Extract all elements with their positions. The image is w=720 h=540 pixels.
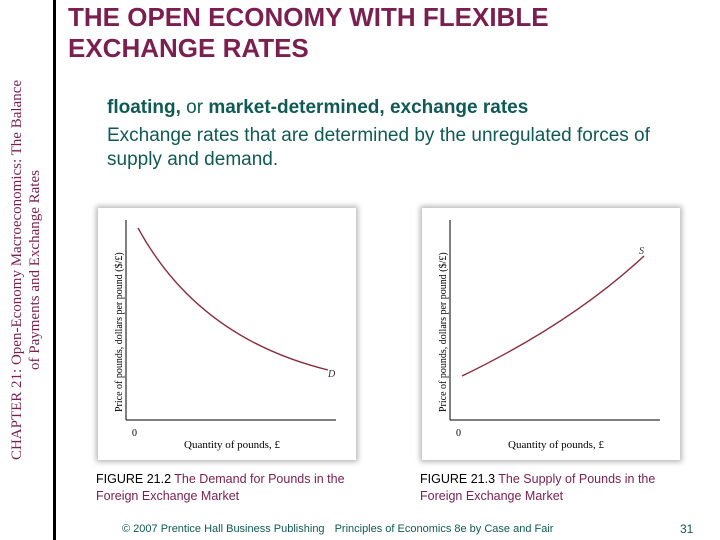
demand-curve-label: D [327,369,336,380]
sidebar-divider [53,0,56,540]
footer-copyright: © 2007 Prentice Hall Business Publishing [122,523,325,535]
demand-caption-number: FIGURE 21.2 [96,472,172,486]
demand-figure-caption: FIGURE 21.2 The Demand for Pounds in the… [96,471,361,505]
demand-figure: D 0 Quantity of pounds, £ Price of pound… [98,208,356,460]
demand-curve [137,227,329,371]
supply-figure: S 0 Quantity of pounds, £ Price of pound… [422,208,680,460]
supply-origin-label: 0 [456,428,461,439]
supply-curve-label: S [639,246,644,257]
term-floating: floating, [107,97,181,118]
supply-curve [461,255,645,377]
demand-y-axis-label: Price of pounds, dollars per pound ($/£) [114,252,125,412]
supply-caption-description: The Supply of Pounds in the Foreign Exch… [420,472,656,503]
chapter-title-line1: CHAPTER 21: Open-Economy Macroeconomics:… [9,79,25,461]
supply-caption-number: FIGURE 21.3 [420,472,496,486]
slide-title-line1: THE OPEN ECONOMY WITH FLEXIBLE [68,2,549,32]
demand-x-axis-label: Quantity of pounds, £ [184,439,280,451]
supply-graph: S 0 Quantity of pounds, £ Price of pound… [438,220,660,451]
term-market-determined: market-determined, exchange rates [208,97,529,118]
page-number: 31 [680,522,694,536]
definition-term: floating, or market-determined, exchange… [107,96,707,120]
footer-book-title: Principles of Economics 8e by Case and F… [334,523,554,535]
supply-y-axis-label: Price of pounds, dollars per pound ($/£) [438,252,449,412]
slide-title: THE OPEN ECONOMY WITH FLEXIBLE EXCHANGE … [68,2,708,64]
chapter-sidebar: CHAPTER 21: Open-Economy Macroeconomics:… [0,0,52,540]
demand-caption-description: The Demand for Pounds in the Foreign Exc… [96,472,345,503]
chapter-title-vertical: CHAPTER 21: Open-Economy Macroeconomics:… [8,10,44,530]
slide-title-line2: EXCHANGE RATES [68,33,309,63]
definition-text: Exchange rates that are determined by th… [107,125,650,170]
supply-x-axis-label: Quantity of pounds, £ [508,439,604,451]
supply-figure-caption: FIGURE 21.3 The Supply of Pounds in the … [420,471,685,505]
chapter-title-line2: of Payments and Exchange Rates [27,170,43,370]
slide-footer: © 2007 Prentice Hall Business Publishing… [122,523,563,535]
demand-origin-label: 0 [132,428,137,439]
demand-graph: D 0 Quantity of pounds, £ Price of pound… [114,220,336,451]
term-or: or [180,97,209,118]
